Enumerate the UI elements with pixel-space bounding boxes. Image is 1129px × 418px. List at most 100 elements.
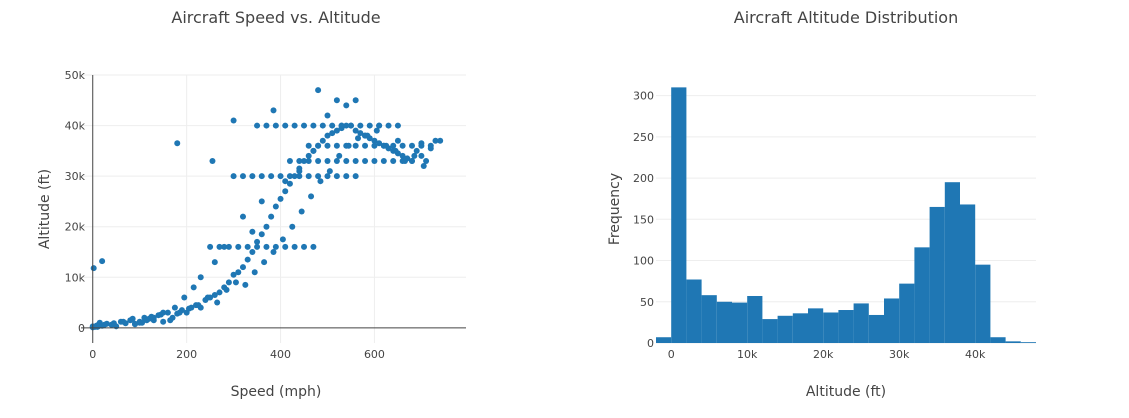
histogram-bar (732, 302, 748, 343)
scatter-point (131, 320, 138, 327)
scatter-point (343, 142, 350, 149)
histogram-x-tick-label: 10k (737, 348, 758, 361)
scatter-point (329, 122, 336, 129)
scatter-point (244, 243, 251, 250)
scatter-point (94, 323, 101, 330)
scatter-point (362, 157, 369, 164)
scatter-point (289, 223, 296, 230)
scatter-point (150, 314, 157, 321)
scatter-point (251, 269, 258, 276)
scatter-point (390, 157, 397, 164)
scatter-points (89, 87, 444, 331)
histogram-bar (762, 319, 778, 343)
scatter-point (324, 157, 331, 164)
histogram-bar (914, 247, 930, 343)
scatter-point (282, 178, 289, 185)
scatter-point (263, 243, 270, 250)
scatter-point (423, 157, 430, 164)
scatter-point (390, 142, 397, 149)
scatter-point (190, 284, 197, 291)
scatter-point (174, 140, 181, 147)
scatter-point (270, 248, 277, 255)
scatter-point (352, 127, 359, 134)
scatter-point (418, 142, 425, 149)
scatter-point (164, 309, 171, 316)
scatter-point (244, 256, 251, 263)
scatter-point (230, 271, 237, 278)
scatter-point (296, 168, 303, 175)
scatter-point (242, 281, 249, 288)
histogram-bar (808, 308, 824, 343)
scatter-point (99, 258, 106, 265)
histogram-bar (792, 313, 808, 343)
scatter-grid (81, 74, 466, 343)
histogram-bar (838, 310, 854, 343)
histogram-bar (823, 312, 839, 343)
histogram-y-axis-title: Frequency (607, 173, 623, 245)
histogram-bar (777, 315, 793, 343)
scatter-point (263, 223, 270, 230)
scatter-point (195, 302, 202, 309)
scatter-point (409, 157, 416, 164)
scatter-point (336, 152, 343, 159)
scatter-point (352, 142, 359, 149)
scatter-point (167, 317, 174, 324)
scatter-x-tick-label: 400 (270, 348, 291, 361)
scatter-y-tick-label: 0 (78, 322, 85, 335)
scatter-point (333, 173, 340, 180)
scatter-point (347, 122, 354, 129)
scatter-point (305, 173, 312, 180)
scatter-point (232, 279, 239, 286)
scatter-point (394, 122, 401, 129)
histogram-bar (990, 337, 1006, 343)
scatter-point (225, 279, 232, 286)
scatter-point (308, 193, 315, 200)
scatter-point (357, 130, 364, 137)
histogram-y-tick-label: 0 (647, 337, 654, 350)
scatter-point (216, 289, 223, 296)
scatter-point (333, 127, 340, 134)
scatter-point (101, 321, 108, 328)
histogram-chart: Aircraft Altitude Distribution 0 10k 20k 30… (607, 8, 1036, 400)
scatter-point (301, 122, 308, 129)
scatter-point (181, 294, 188, 301)
scatter-point (310, 243, 317, 250)
scatter-point (362, 142, 369, 149)
scatter-point (371, 157, 378, 164)
scatter-point (366, 122, 373, 129)
scatter-point (315, 157, 322, 164)
histogram-bar (656, 337, 672, 343)
scatter-point (268, 213, 275, 220)
scatter-point (110, 320, 117, 327)
histogram-bar (944, 182, 960, 343)
scatter-point (216, 243, 223, 250)
scatter-point (263, 122, 270, 129)
scatter-point (305, 157, 312, 164)
scatter-point (376, 140, 383, 147)
scatter-point (282, 243, 289, 250)
histogram-x-ticks: 0 10k 20k 30k 40k (668, 348, 986, 361)
scatter-point (185, 305, 192, 312)
scatter-point (324, 142, 331, 149)
scatter-point (277, 173, 284, 180)
histogram-x-tick-label: 40k (965, 348, 986, 361)
scatter-point (317, 178, 324, 185)
scatter-point (211, 259, 218, 266)
scatter-point (324, 112, 331, 119)
histogram-x-axis-title: Altitude (ft) (806, 384, 886, 400)
scatter-point (160, 309, 167, 316)
scatter-point (437, 137, 444, 144)
scatter-point (399, 157, 406, 164)
scatter-point (411, 152, 418, 159)
scatter-point (362, 132, 369, 139)
scatter-point (230, 117, 237, 124)
scatter-point (282, 188, 289, 195)
scatter-point (272, 203, 279, 210)
histogram-x-tick-label: 20k (813, 348, 834, 361)
scatter-point (230, 173, 237, 180)
scatter-point (357, 122, 364, 129)
scatter-point (296, 157, 303, 164)
scatter-point (120, 318, 127, 325)
scatter-point (315, 142, 322, 149)
scatter-point (371, 137, 378, 144)
